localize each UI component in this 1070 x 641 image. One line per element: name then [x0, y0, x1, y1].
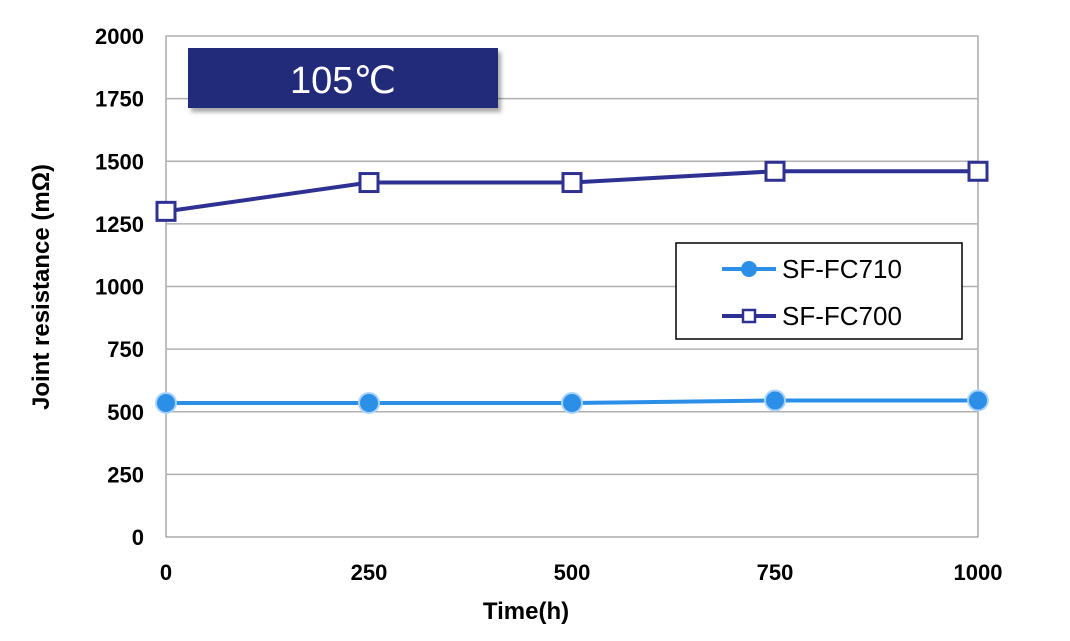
y-tick-label: 1500 — [95, 149, 144, 174]
data-point-sf-fc710 — [967, 389, 989, 412]
y-tick-labels: 0 250 500 750 1000 1250 1500 1750 2000 — [95, 24, 144, 550]
data-point-sf-fc700 — [967, 160, 989, 182]
data-point-sf-fc700 — [155, 200, 177, 222]
legend-marker-sf-fc710 — [741, 261, 757, 277]
temperature-badge-text: 105℃ — [290, 60, 396, 102]
series-group — [155, 160, 989, 414]
legend-label-sf-fc710: SF-FC710 — [782, 254, 902, 284]
temperature-badge: 105℃ — [188, 48, 498, 108]
x-tick-label: 250 — [351, 560, 388, 585]
y-tick-label: 1000 — [95, 275, 144, 300]
y-tick-label: 250 — [107, 462, 144, 487]
legend-marker-sf-fc700 — [741, 308, 757, 324]
y-tick-label: 1750 — [95, 87, 144, 112]
x-tick-label: 750 — [757, 560, 794, 585]
data-point-sf-fc700 — [358, 172, 380, 194]
y-tick-label: 750 — [107, 337, 144, 362]
data-point-sf-fc710 — [155, 391, 177, 414]
x-tick-labels: 0 250 500 750 1000 — [160, 560, 1003, 585]
gridlines — [166, 35, 978, 476]
legend-box — [675, 242, 963, 340]
data-point-sf-fc700 — [561, 172, 583, 194]
legend: SF-FC710 SF-FC700 — [675, 242, 963, 340]
data-point-sf-fc700 — [764, 160, 786, 182]
y-tick-label: 0 — [132, 525, 144, 550]
legend-label-sf-fc700: SF-FC700 — [782, 301, 902, 331]
x-tick-label: 1000 — [954, 560, 1003, 585]
x-tick-label: 0 — [160, 560, 172, 585]
x-tick-label: 500 — [554, 560, 591, 585]
y-tick-label: 1250 — [95, 212, 144, 237]
data-point-sf-fc710 — [358, 391, 380, 414]
y-tick-label: 500 — [107, 400, 144, 425]
data-point-sf-fc710 — [561, 391, 583, 414]
data-point-sf-fc710 — [764, 389, 786, 412]
y-tick-label: 2000 — [95, 24, 144, 49]
temperature-badge-box — [188, 48, 498, 108]
y-axis-title: Joint resistance (mΩ) — [28, 164, 55, 410]
x-axis-title: Time(h) — [483, 598, 569, 625]
